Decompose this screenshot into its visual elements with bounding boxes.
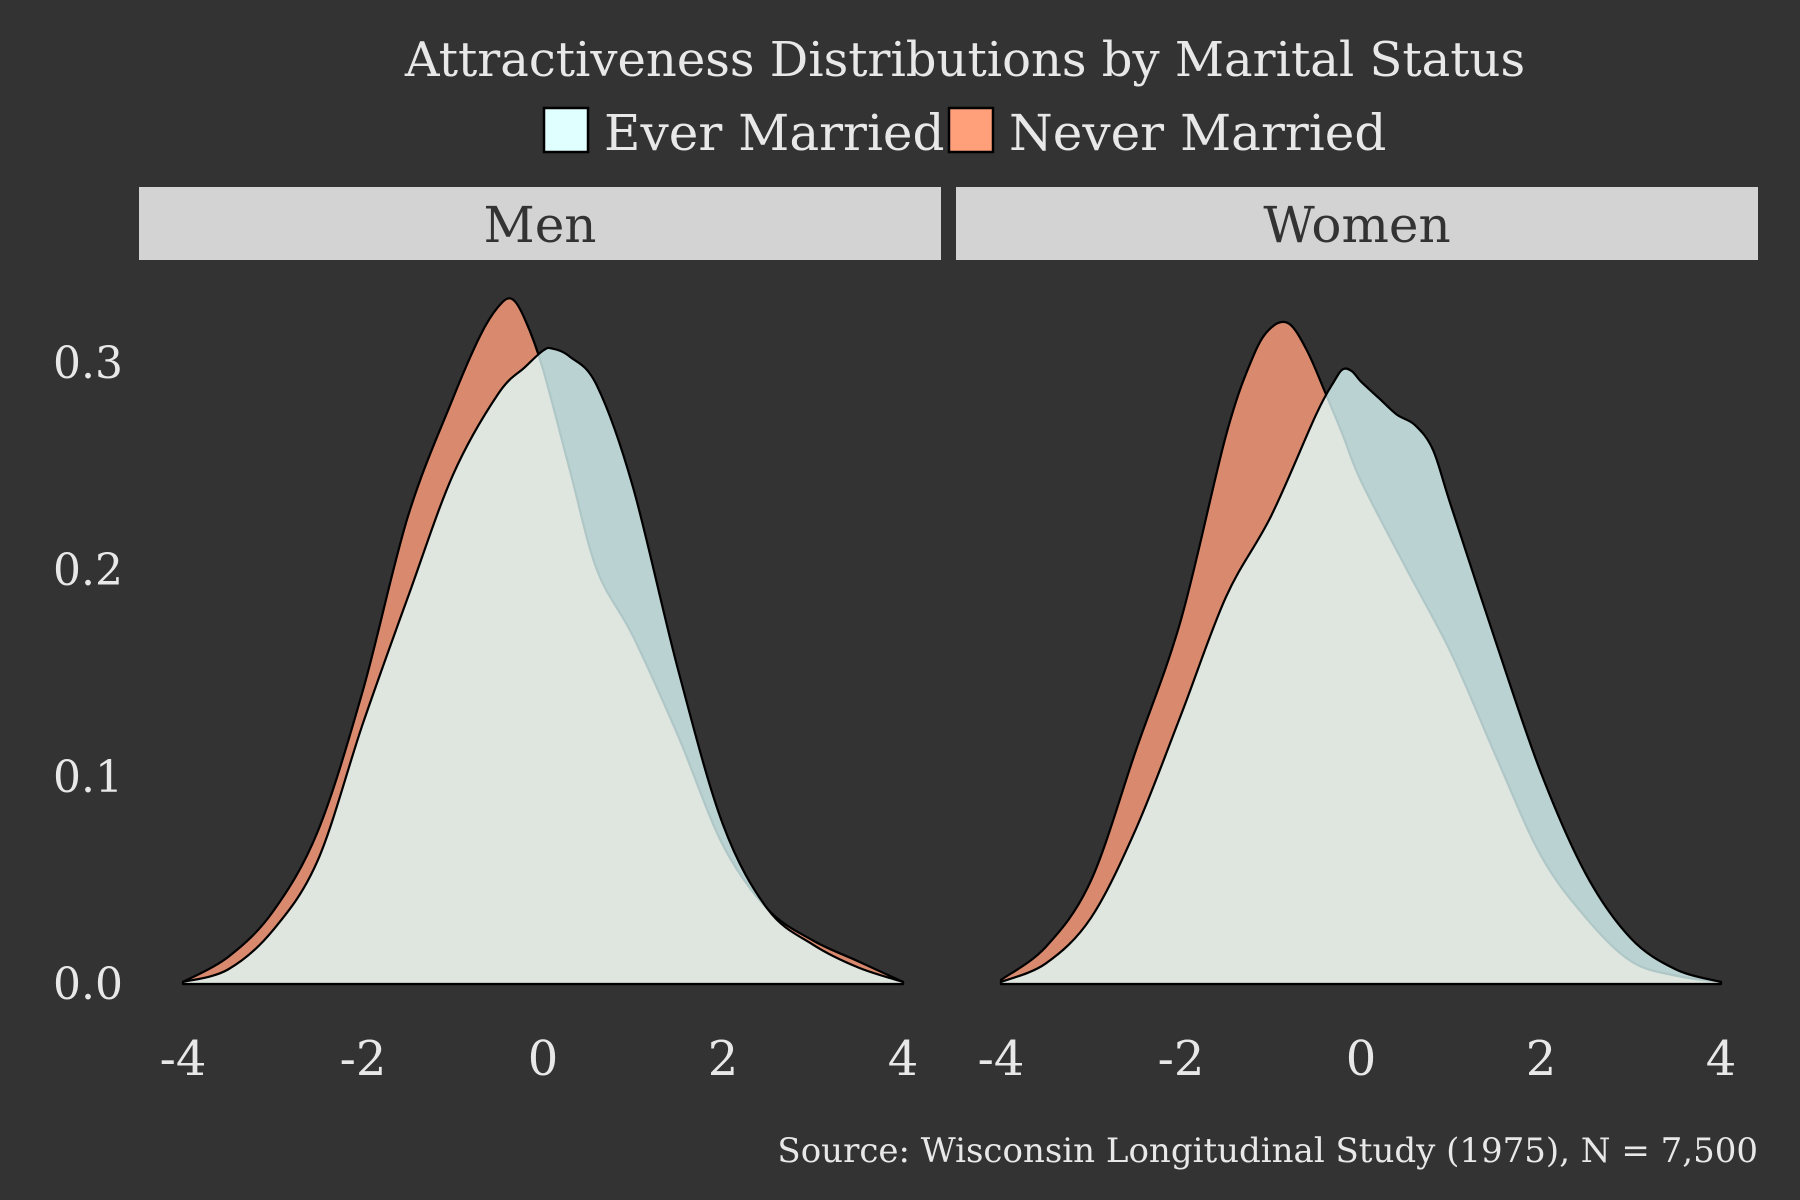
chart-caption: Source: Wisconsin Longitudinal Study (19… <box>777 1131 1758 1171</box>
x-tick-label: -2 <box>340 1031 387 1087</box>
legend-label-ever-married: Ever Married <box>604 104 945 162</box>
chart-title: Attractiveness Distributions by Marital … <box>404 32 1525 88</box>
x-tick-label: 4 <box>1706 1031 1737 1087</box>
panel-men: Men -4 -2 0 2 4 <box>139 187 941 1087</box>
y-tick-label: 0.2 <box>53 545 123 596</box>
legend-swatch-ever-married <box>542 106 590 154</box>
density-women-ever-married <box>999 367 1723 986</box>
legend-label-never-married: Never Married <box>1009 104 1386 162</box>
strip-men <box>139 187 941 260</box>
panel-women: Women -4 -2 0 2 4 <box>956 187 1758 1087</box>
density-men-ever-married <box>181 346 905 986</box>
y-axis: 0.3 0.2 0.1 0.0 <box>53 338 123 1010</box>
y-tick-label: 0.1 <box>53 752 123 803</box>
y-tick-label: 0.0 <box>53 959 123 1010</box>
x-axis-men: -4 -2 0 2 4 <box>160 1031 919 1087</box>
x-tick-label: 4 <box>888 1031 919 1087</box>
x-tick-label: -4 <box>978 1031 1025 1087</box>
x-tick-label: 0 <box>528 1031 559 1087</box>
legend: Ever Married Never Married <box>542 104 1386 162</box>
strip-label-women: Women <box>1263 196 1450 254</box>
strip-women <box>956 187 1758 260</box>
x-tick-label: -4 <box>160 1031 207 1087</box>
x-tick-label: -2 <box>1158 1031 1205 1087</box>
x-axis-women: -4 -2 0 2 4 <box>978 1031 1737 1087</box>
y-tick-label: 0.3 <box>53 338 123 389</box>
strip-label-men: Men <box>484 196 597 254</box>
legend-swatch-never-married <box>947 106 995 154</box>
x-tick-label: 2 <box>708 1031 739 1087</box>
x-tick-label: 0 <box>1346 1031 1377 1087</box>
x-tick-label: 2 <box>1526 1031 1557 1087</box>
